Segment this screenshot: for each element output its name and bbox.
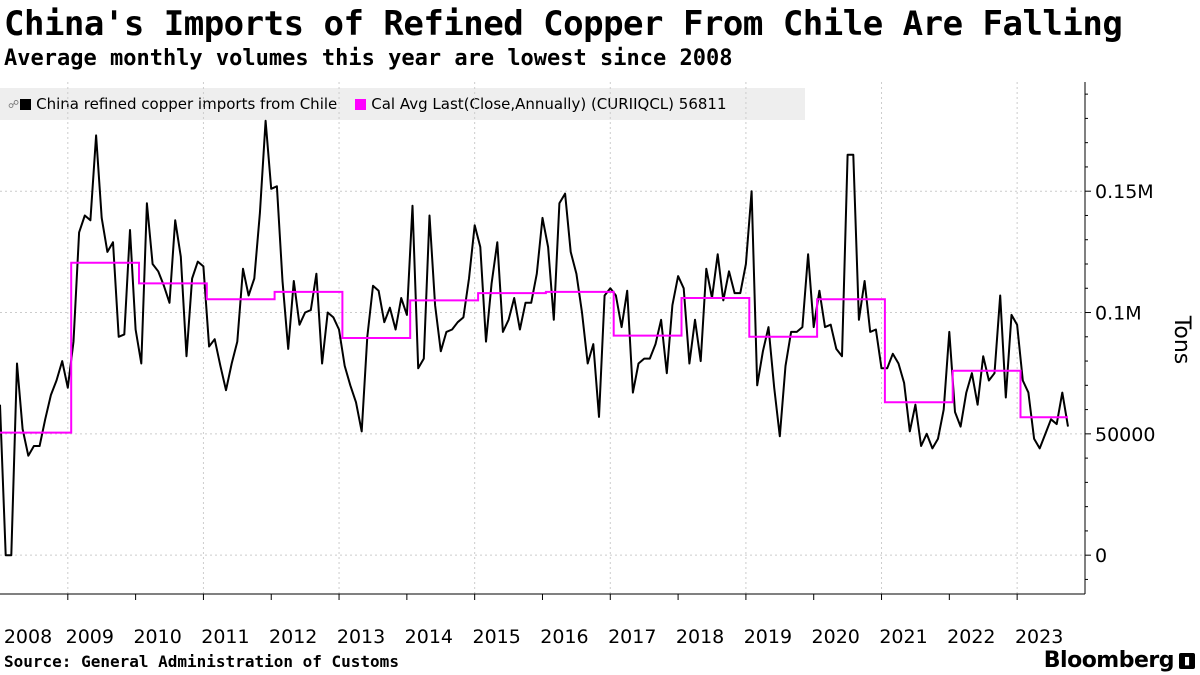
x-tick-label-2014: 2014 [405,626,453,648]
x-tick-label-2015: 2015 [472,626,520,648]
x-tick-label-2013: 2013 [337,626,385,648]
x-tick-label-2016: 2016 [540,626,588,648]
pin-icon[interactable]: ☍ [8,97,20,111]
x-tick-label-2010: 2010 [133,626,181,648]
x-tick-label-2012: 2012 [269,626,317,648]
chart-title: China's Imports of Refined Copper From C… [4,4,1123,44]
x-tick-label-2020: 2020 [812,626,860,648]
x-tick-label-2019: 2019 [744,626,792,648]
y-tick-label-2: 0.1M [1095,303,1142,325]
legend-swatch-magenta [355,98,367,110]
series-line-cal-avg [0,261,1068,434]
chart-subtitle: Average monthly volumes this year are lo… [4,46,733,71]
y-tick-label-1: 50000 [1095,424,1155,446]
series-line-imports [0,119,1069,557]
legend-label-cal-avg: Cal Avg Last(Close,Annually) (CURIIQCL) … [371,95,727,113]
x-tick-label-2023: 2023 [1015,626,1063,648]
x-tick-label-2009: 2009 [66,626,114,648]
source-note: Source: General Administration of Custom… [4,652,399,671]
legend: ☍ China refined copper imports from Chil… [0,88,805,120]
x-tick-label-2017: 2017 [608,626,656,648]
bloomberg-badge-icon: ▮ [1179,653,1195,669]
x-tick-label-2011: 2011 [201,626,249,648]
y-axis-title: Tons [1169,315,1194,365]
x-tick-label-2018: 2018 [676,626,724,648]
bloomberg-logo: Bloomberg [1043,648,1175,673]
legend-item-cal-avg[interactable]: Cal Avg Last(Close,Annually) (CURIIQCL) … [337,95,727,113]
y-tick-label-3: 0.15M [1095,181,1154,203]
x-tick-label-2022: 2022 [947,626,995,648]
y-tick-label-0: 0 [1095,545,1107,567]
legend-item-imports[interactable]: ☍ China refined copper imports from Chil… [0,95,337,113]
x-tick-label-2008: 2008 [4,626,52,648]
legend-swatch-black [20,98,32,110]
legend-label-imports: China refined copper imports from Chile [36,95,338,113]
x-tick-label-2021: 2021 [879,626,927,648]
